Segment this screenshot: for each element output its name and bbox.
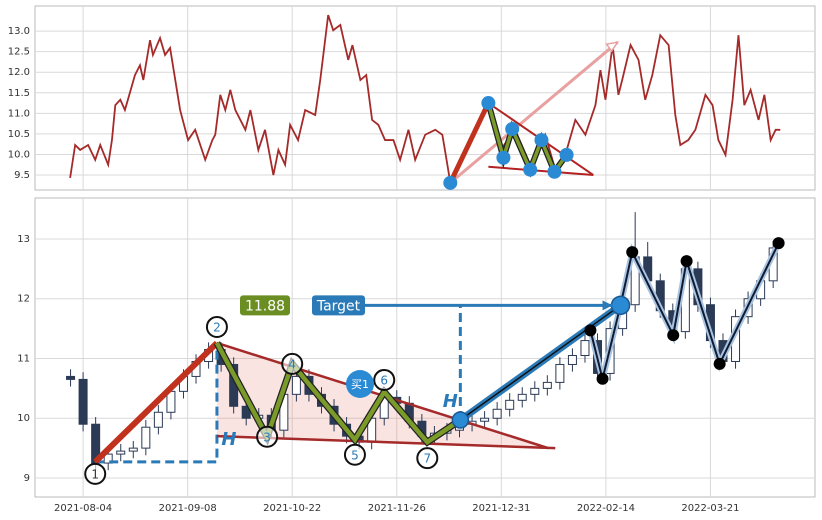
y-tick-label: 9.5: [14, 170, 30, 181]
swing-point: [680, 255, 693, 268]
pattern-point: [481, 96, 496, 111]
y-tick-label: 12.5: [8, 47, 30, 58]
pattern-point: [343, 443, 366, 466]
candle-body: [505, 399, 515, 410]
arrow-head: [605, 41, 620, 53]
lower-trendline: [488, 165, 594, 177]
height-measure: [95, 342, 219, 464]
y-tick-label: 11: [17, 353, 30, 364]
candle-body: [128, 447, 138, 452]
y-tick-label: 10: [17, 413, 30, 424]
candle-body: [66, 375, 76, 380]
y-tick-label: 12.0: [8, 67, 30, 78]
pattern-point: [205, 315, 228, 338]
y-tick-label: 11.0: [8, 108, 30, 119]
target-arrow: [449, 41, 619, 184]
candle-body: [480, 417, 490, 422]
swing-point: [596, 372, 609, 385]
x-tick-label: 2021-11-26: [368, 503, 426, 514]
x-tick-label: 2021-10-22: [263, 503, 321, 514]
target-point: [610, 295, 631, 316]
pattern-point: [505, 121, 520, 136]
x-tick-label: 2021-09-08: [159, 503, 217, 514]
price-line: [69, 14, 781, 186]
y-tick-label: 12: [17, 294, 30, 305]
pattern-point: [547, 164, 562, 179]
candle-body: [291, 375, 301, 395]
pattern-label: 3: [263, 430, 271, 444]
candle-body: [103, 453, 113, 464]
y-tick-label: 10.0: [8, 149, 30, 160]
x-tick-label: 2022-02-14: [577, 503, 635, 514]
follow-through: [589, 242, 780, 380]
plot-frame: [34, 197, 816, 498]
rise-leg: [448, 101, 491, 184]
price-box: [240, 295, 290, 316]
pattern-label: 6: [380, 373, 388, 387]
swing-point: [667, 329, 680, 342]
pattern-point: [416, 447, 439, 470]
candle-body: [542, 381, 552, 389]
pattern-label: 7: [423, 452, 431, 466]
y-tick-label: 13.0: [8, 26, 30, 37]
candle-body: [153, 411, 163, 428]
buy-label: 买1: [351, 378, 369, 391]
candle-body: [530, 387, 540, 395]
y-tick-label: 9: [24, 473, 30, 484]
candle-body: [517, 393, 527, 401]
pattern-point: [443, 175, 458, 190]
pattern-label: 5: [351, 448, 359, 462]
pattern-label: 1: [91, 467, 99, 481]
candle-body: [78, 378, 88, 425]
swing-point: [626, 246, 639, 259]
height-label: H: [443, 391, 458, 412]
candle-body: [567, 355, 577, 365]
height-label: H: [221, 429, 236, 450]
breakout-point: [451, 411, 470, 429]
pattern-point: [373, 368, 396, 391]
breakout-leg: [459, 304, 621, 421]
candle-body: [555, 363, 565, 383]
pattern-label: 4: [288, 357, 296, 371]
pattern-point: [84, 462, 107, 485]
pattern-point: [496, 150, 511, 165]
pattern-point: [281, 352, 304, 375]
y-tick-label: 13: [17, 234, 30, 245]
swing-point: [713, 357, 726, 370]
rise-leg: [93, 340, 220, 465]
pattern-point: [559, 147, 574, 162]
target-label: Target: [316, 298, 361, 314]
plot-frame: [34, 5, 816, 191]
candle-body: [116, 450, 126, 455]
swing-point: [772, 237, 785, 250]
y-tick-label: 10.5: [8, 129, 30, 140]
candle-body: [492, 408, 502, 419]
candle-body: [580, 340, 590, 357]
x-tick-label: 2021-08-04: [54, 503, 112, 514]
y-tick-label: 11.5: [8, 88, 30, 99]
pattern-point: [256, 425, 279, 448]
x-tick-label: 2022-03-21: [681, 503, 739, 514]
candle-body: [141, 426, 151, 449]
pattern-label: 2: [213, 320, 221, 334]
pattern-point: [534, 133, 549, 148]
buy-marker: [346, 370, 374, 398]
x-tick-label: 2021-12-31: [472, 503, 530, 514]
triangle-fill: [216, 342, 556, 449]
swing-point: [584, 324, 597, 337]
arrow-head: [602, 300, 613, 311]
pattern-point: [523, 162, 538, 177]
price-label: 11.88: [245, 298, 285, 314]
target-box: [312, 295, 365, 316]
